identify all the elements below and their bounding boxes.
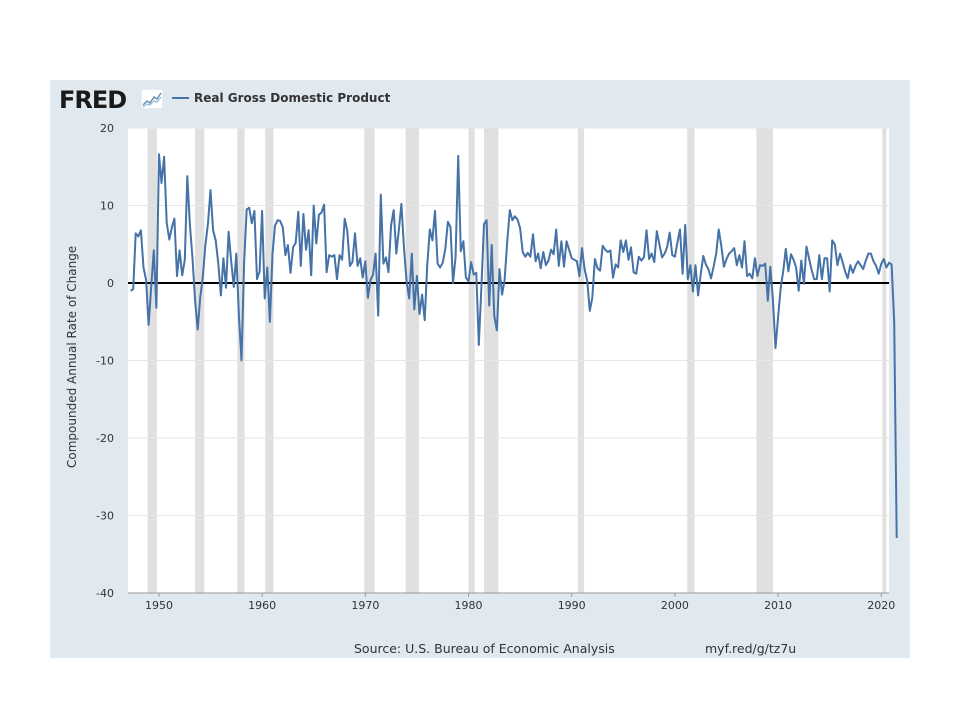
x-tick-label: 1980 bbox=[455, 599, 483, 612]
x-tick-label: 1960 bbox=[248, 599, 276, 612]
y-tick-label: 10 bbox=[100, 200, 114, 213]
y-tick-label: -20 bbox=[96, 432, 114, 445]
x-tick-label: 1970 bbox=[351, 599, 379, 612]
fred-chart-icon bbox=[141, 89, 163, 109]
source-note: Source: U.S. Bureau of Economic Analysis bbox=[354, 641, 615, 656]
y-tick-label: -10 bbox=[96, 355, 114, 368]
series-line bbox=[130, 153, 898, 539]
x-tick-label: 2010 bbox=[764, 599, 792, 612]
x-tick-label: 2000 bbox=[661, 599, 689, 612]
legend-swatch bbox=[172, 97, 189, 99]
x-tick-label: 1950 bbox=[145, 599, 173, 612]
legend-label: Real Gross Domestic Product bbox=[194, 91, 391, 105]
y-tick-label: 0 bbox=[107, 277, 114, 290]
y-tick-label: -40 bbox=[96, 587, 114, 600]
x-tick-label: 1990 bbox=[558, 599, 586, 612]
y-tick-label: -30 bbox=[96, 510, 114, 523]
fred-logo[interactable]: FRED bbox=[59, 86, 127, 114]
x-tick-label: 2020 bbox=[867, 599, 895, 612]
y-tick-label: 20 bbox=[100, 122, 114, 135]
short-link[interactable]: myf.red/g/tz7u bbox=[705, 641, 797, 656]
chart-legend: Real Gross Domestic Product bbox=[172, 91, 390, 105]
